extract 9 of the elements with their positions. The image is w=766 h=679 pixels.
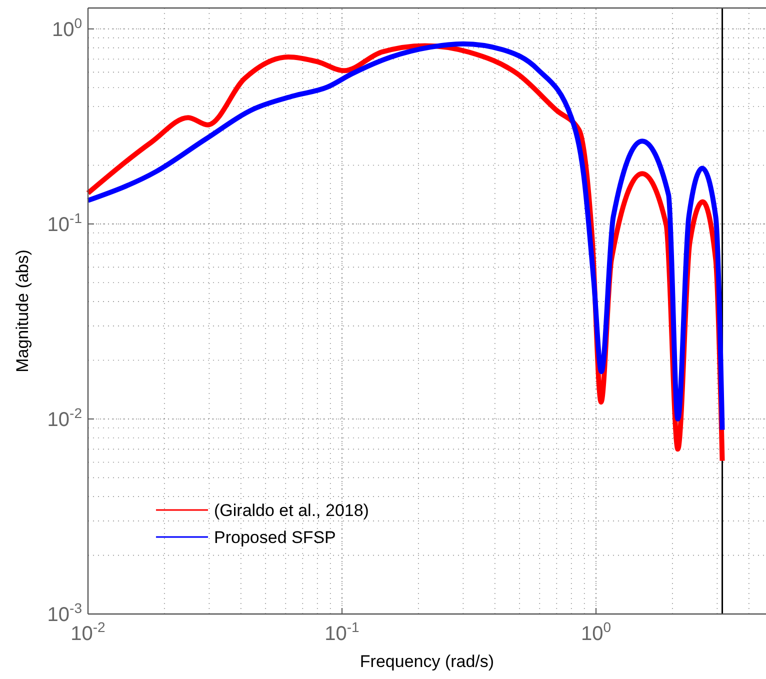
y-tick-label: 10$^{-1}$ bbox=[47, 210, 82, 236]
x-tick-label: 10$^{-1}$ bbox=[324, 619, 360, 645]
y-tick-label: 10$^{0}$ bbox=[52, 14, 82, 41]
y-tick-label: 10$^{-2}$ bbox=[47, 404, 82, 431]
x-tick-label: 10$^{0}$ bbox=[580, 619, 612, 645]
x-axis-title: Frequency (rad/s) bbox=[360, 652, 494, 671]
legend-label: Proposed SFSP bbox=[214, 528, 336, 547]
y-axis-title: Magnitude (abs) bbox=[13, 250, 32, 372]
legend-label: (Giraldo et al., 2018) bbox=[214, 501, 369, 520]
